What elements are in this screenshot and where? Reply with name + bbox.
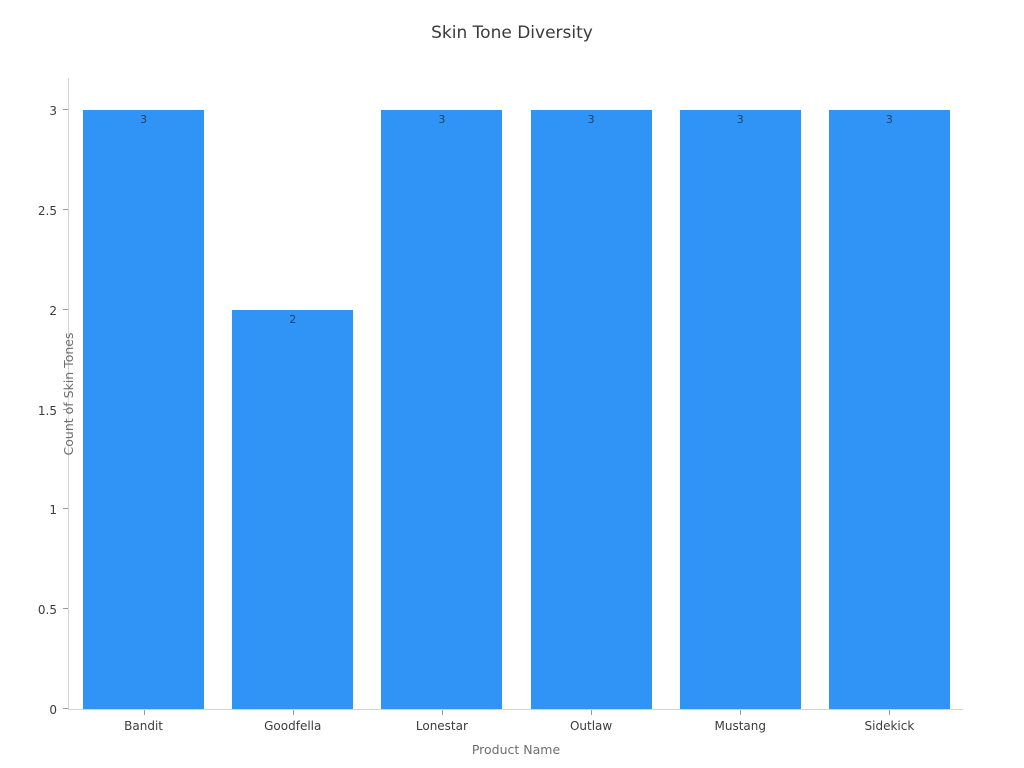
y-tick-mark xyxy=(63,109,68,111)
bar: 2 xyxy=(232,309,354,709)
y-tick-mark xyxy=(63,308,68,310)
x-tick-mark xyxy=(591,710,593,715)
bar: 3 xyxy=(381,110,503,709)
bar-value-label: 3 xyxy=(885,113,893,127)
y-tick-label: 2.5 xyxy=(37,204,57,219)
y-tick-label: 0 xyxy=(49,703,57,717)
x-tick-mark xyxy=(143,710,145,715)
bar-value-label: 3 xyxy=(736,113,744,127)
x-tick-label: Bandit xyxy=(124,719,164,733)
x-tick-label: Lonestar xyxy=(415,719,468,733)
y-tick-label: 1.5 xyxy=(37,403,57,418)
plot-area: Count of Skin Tones Product Name 0 0.5 1 1.… xyxy=(38,78,963,757)
y-tick-mark xyxy=(63,508,68,510)
y-tick-mark xyxy=(63,408,68,410)
x-axis-title: Product Name xyxy=(471,742,561,757)
x-tick-label: Goodfella xyxy=(264,719,322,733)
bar: 3 xyxy=(83,110,205,709)
y-tick-label: 1 xyxy=(49,503,57,518)
bar: 3 xyxy=(679,110,801,709)
x-tick-label: Outlaw xyxy=(569,719,613,733)
x-tick-mark xyxy=(441,710,443,715)
y-tick-label: 2 xyxy=(49,303,57,318)
x-tick-mark xyxy=(740,710,742,715)
bar: 3 xyxy=(530,110,652,709)
x-tick-label: Sidekick xyxy=(864,719,915,733)
y-tick-mark xyxy=(63,708,68,709)
y-tick-label: 0.5 xyxy=(37,603,57,618)
x-tick-mark xyxy=(889,710,891,715)
y-axis-title: Count of Skin Tones xyxy=(60,332,76,455)
y-tick-label: 3 xyxy=(49,104,57,119)
chart-title: Skin Tone Diversity xyxy=(431,23,593,43)
bar-value-label: 3 xyxy=(587,113,595,127)
x-tick-label: Mustang xyxy=(714,719,767,733)
bar-value-label: 3 xyxy=(140,113,148,127)
x-tick-mark xyxy=(292,710,294,715)
bar-value-label: 2 xyxy=(289,312,297,326)
bar: 3 xyxy=(828,110,950,709)
y-tick-mark xyxy=(63,608,68,610)
bar-value-label: 3 xyxy=(438,113,446,127)
y-tick-mark xyxy=(63,209,68,211)
